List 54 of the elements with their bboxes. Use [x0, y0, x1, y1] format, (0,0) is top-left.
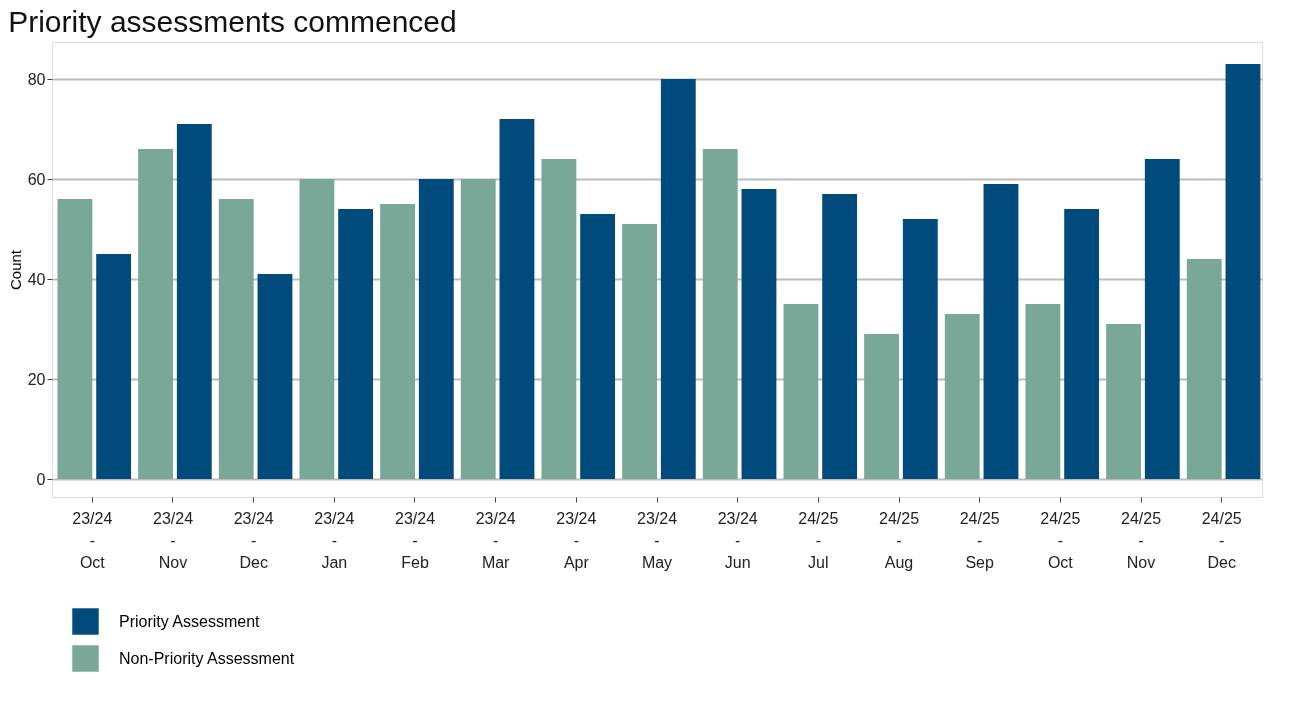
bar — [580, 214, 616, 479]
legend-label: Non-Priority Assessment — [119, 649, 295, 667]
bar — [380, 204, 415, 479]
x-tick-label: 24/25 - Aug — [878, 509, 920, 571]
bar — [1064, 209, 1100, 479]
bar — [822, 194, 858, 479]
bar — [864, 334, 899, 479]
bar — [1144, 159, 1180, 479]
bar — [944, 314, 980, 479]
bar — [1225, 64, 1261, 479]
x-tick-label: 23/24 - Apr — [556, 509, 597, 571]
y-tick-label: 0 — [36, 470, 46, 488]
x-tick-label: 23/24 - Nov — [152, 509, 194, 571]
bar — [460, 179, 496, 479]
x-tick-label: 23/24 - Mar — [475, 509, 516, 571]
x-tick-label: 23/24 - May — [636, 509, 678, 571]
x-tick-label: 24/25 - Dec — [1201, 509, 1242, 571]
bar — [96, 254, 132, 479]
legend-label: Priority Assessment — [119, 612, 261, 630]
bar — [541, 159, 577, 479]
bar — [57, 199, 93, 479]
bar — [702, 149, 738, 479]
bar — [902, 219, 938, 479]
x-tick-label: 24/25 - Sep — [959, 509, 1000, 571]
bar — [338, 209, 374, 479]
bar — [1025, 304, 1061, 479]
bar — [1186, 259, 1222, 479]
x-tick-label: 23/24 - Jan — [314, 509, 355, 571]
bar — [983, 184, 1019, 479]
bar — [299, 179, 335, 479]
bar — [257, 274, 293, 479]
x-tick-label: 23/24 - Oct — [72, 509, 113, 571]
bar — [622, 224, 657, 479]
x-tick-label: 23/24 - Dec — [233, 509, 274, 571]
x-tick-label: 24/25 - Jul — [798, 509, 839, 571]
bar — [741, 189, 777, 479]
x-tick-label: 23/24 - Feb — [394, 509, 436, 571]
chart-title: Priority assessments commenced — [8, 5, 457, 38]
y-tick-label: 40 — [27, 270, 46, 288]
y-tick-label: 80 — [27, 70, 46, 88]
bar — [176, 124, 212, 479]
bar — [499, 119, 535, 479]
x-tick-label: 23/24 - Jun — [717, 509, 758, 571]
y-tick-label: 60 — [27, 170, 46, 188]
bar — [218, 199, 254, 479]
x-tick-label: 24/25 - Nov — [1120, 509, 1162, 571]
y-axis-title: Count — [6, 249, 24, 291]
bar — [783, 304, 819, 479]
y-tick-label: 20 — [27, 370, 46, 388]
bar — [138, 149, 173, 479]
bar — [418, 179, 454, 479]
x-tick-label: 24/25 - Oct — [1040, 509, 1081, 571]
bar — [1106, 324, 1141, 479]
bar — [660, 79, 696, 479]
